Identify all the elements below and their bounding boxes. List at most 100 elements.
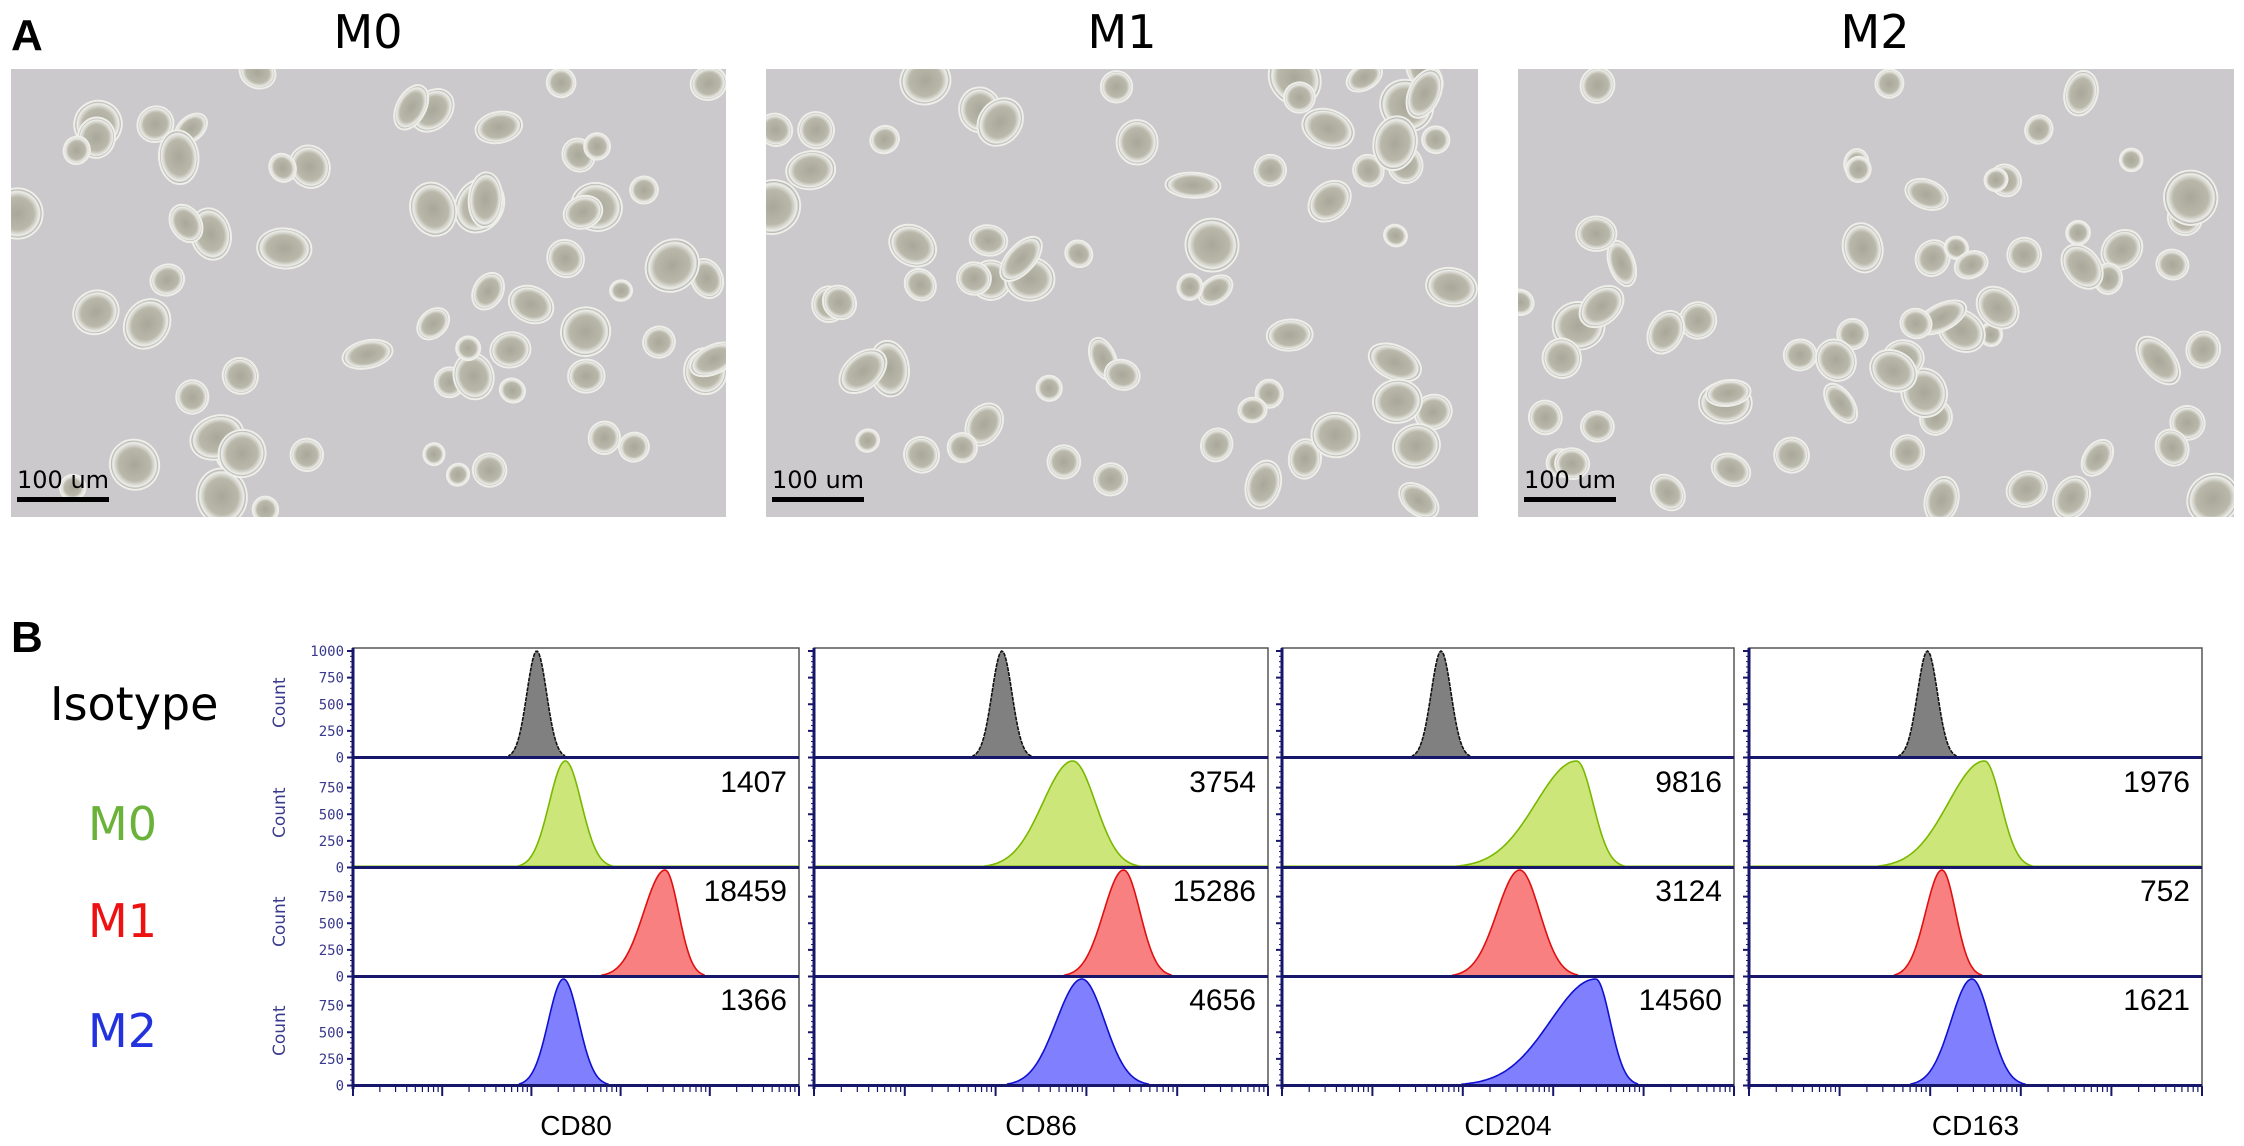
histogram-m0: 3754 <box>808 760 1268 869</box>
cell <box>888 223 938 268</box>
scale-bar <box>1524 497 1616 502</box>
y-tick-label: 500 <box>319 807 344 823</box>
histogram-peak <box>1063 869 1172 978</box>
histogram-isotype <box>808 650 1268 759</box>
cell <box>2135 335 2181 386</box>
mfi-value: 1366 <box>720 984 787 1017</box>
scale-bar <box>772 497 864 502</box>
cell <box>1527 399 1563 436</box>
mfi-value: 14560 <box>1639 984 1722 1017</box>
histogram-peak <box>1910 978 2026 1087</box>
cell <box>416 307 451 341</box>
histogram-m2: 1621 <box>1743 978 2202 1087</box>
cell <box>1823 382 1859 424</box>
cell <box>2080 438 2115 477</box>
cell <box>251 495 280 517</box>
mfi-value: 4656 <box>1189 984 1256 1017</box>
cell <box>1283 81 1316 114</box>
cell <box>797 111 835 150</box>
micrograph-M1: M1 100 um <box>766 5 1478 517</box>
cell <box>2186 472 2234 517</box>
cell <box>498 377 526 404</box>
histogram-isotype: 1000 750 500 250 0 Count <box>270 644 799 767</box>
cell <box>341 338 394 370</box>
cell <box>903 267 937 302</box>
mfi-value: 1407 <box>720 766 787 799</box>
cell <box>1710 452 1752 487</box>
cell <box>409 181 458 237</box>
histogram-peak <box>1461 978 1639 1087</box>
cell <box>999 235 1043 282</box>
cell <box>2060 243 2104 290</box>
cell <box>1391 423 1441 469</box>
cell <box>1099 70 1134 104</box>
cell <box>471 452 508 488</box>
y-axis-label: Count <box>270 787 290 838</box>
histogram-peak <box>1893 869 1983 978</box>
cell <box>1064 239 1094 269</box>
y-tick-label: 500 <box>319 697 344 713</box>
mfi-value: 18459 <box>704 875 787 908</box>
cell <box>2065 219 2091 246</box>
cell <box>546 238 585 279</box>
cell <box>956 261 992 296</box>
cell <box>2005 470 2048 508</box>
histogram-peak <box>1006 978 1150 1087</box>
cell <box>629 175 659 205</box>
cell <box>1541 337 1582 379</box>
histogram-panel-cd86: 3754 15286 4656 CD86 <box>808 647 1269 1141</box>
row-label-isotype: Isotype <box>50 677 218 731</box>
cell <box>474 110 524 145</box>
scale-bar <box>17 497 109 502</box>
histogram-peak <box>972 650 1033 759</box>
histogram-panel-cd204: 9816 3124 14560 CD204 <box>1276 647 1735 1141</box>
cell <box>256 227 313 270</box>
cell <box>968 224 1009 257</box>
cell <box>1579 69 1616 104</box>
cell <box>618 431 650 463</box>
cell <box>1115 119 1159 166</box>
x-axis-label: CD80 <box>540 1110 612 1141</box>
cell <box>1773 436 1810 474</box>
histogram-peak <box>1877 760 2034 869</box>
cell <box>168 203 204 244</box>
cell-layer <box>11 69 726 517</box>
cell <box>1518 288 1535 316</box>
cell <box>1899 307 1933 340</box>
micrograph-title: M1 <box>1088 5 1157 59</box>
cell <box>1874 69 1905 99</box>
cell <box>1372 115 1418 172</box>
cell <box>268 152 297 183</box>
histogram-peak <box>518 978 609 1087</box>
cell <box>2052 475 2091 517</box>
histogram-m2: 1366 750 500 250 0 Count <box>270 978 799 1095</box>
cell <box>1046 444 1082 480</box>
histogram-peak <box>1455 760 1625 869</box>
micrograph-M0: M0 100 um <box>11 5 726 517</box>
histogram-m2: 4656 <box>808 978 1268 1087</box>
cell <box>545 69 577 99</box>
cell <box>1580 410 1615 443</box>
cell <box>1310 411 1361 459</box>
x-axis-label: CD204 <box>1464 1110 1551 1141</box>
cell <box>1244 459 1283 510</box>
cell <box>1253 153 1287 187</box>
cell <box>1575 215 1618 252</box>
x-axis-label: CD163 <box>1932 1110 2019 1141</box>
histogram-m0: 9816 <box>1276 760 1734 869</box>
cell <box>1176 273 1204 301</box>
cell <box>149 263 186 297</box>
y-tick-label: 0 <box>336 1079 344 1095</box>
cell <box>2063 70 2099 117</box>
histogram-peak <box>1411 649 1471 759</box>
histogram-peak <box>601 869 705 978</box>
micrograph-M2: M2 100 um <box>1518 5 2234 517</box>
cell <box>1345 69 1383 93</box>
cell <box>766 179 802 235</box>
cell <box>838 348 888 395</box>
cell <box>1307 179 1352 223</box>
cell <box>1704 379 1752 407</box>
cell <box>785 150 837 191</box>
cell <box>1301 107 1355 150</box>
cell <box>1983 167 2009 192</box>
